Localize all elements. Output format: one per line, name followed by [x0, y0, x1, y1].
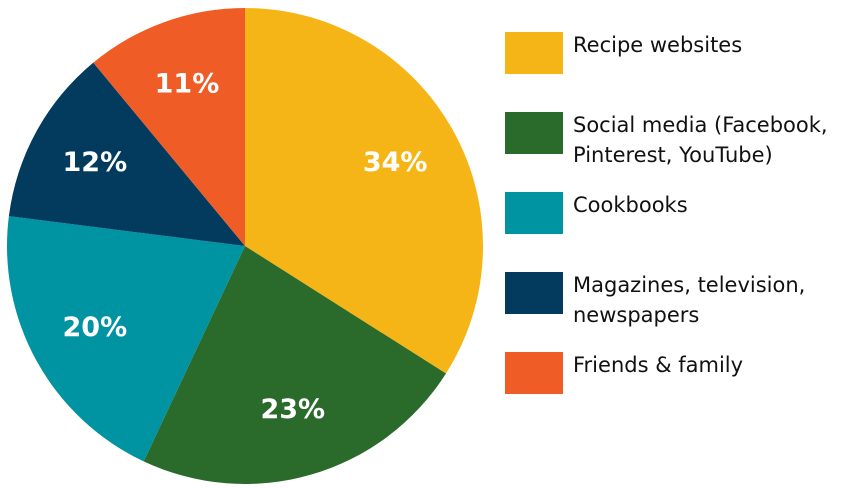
legend-swatch — [505, 352, 563, 394]
legend-swatch — [505, 272, 563, 314]
legend-label: Social media (Facebook, Pinterest, YouTu… — [573, 113, 828, 167]
slice-label: 11% — [155, 68, 220, 99]
pie-slice — [143, 246, 446, 485]
slice-label: 34% — [363, 147, 428, 178]
slice-label: 20% — [63, 312, 128, 343]
legend-label: Recipe websites — [573, 33, 743, 57]
legend-swatch — [505, 192, 563, 234]
pie-slice — [245, 8, 483, 374]
legend-swatch — [505, 112, 563, 154]
slice-label: 12% — [63, 147, 128, 178]
legend-label: Cookbooks — [573, 193, 688, 217]
pie-slice — [7, 216, 246, 462]
legend-label: Friends & family — [573, 353, 744, 377]
legend-label: Magazines, television, newspapers — [573, 273, 806, 327]
pie-slice — [8, 62, 245, 247]
slice-label: 23% — [260, 394, 325, 425]
pie-chart: 34% 23% 20% 12% 11% — [7, 8, 483, 485]
legend-swatch — [505, 32, 563, 74]
legend: Recipe websites Social media (Facebook, P… — [505, 0, 850, 488]
pie-slice — [93, 8, 245, 246]
